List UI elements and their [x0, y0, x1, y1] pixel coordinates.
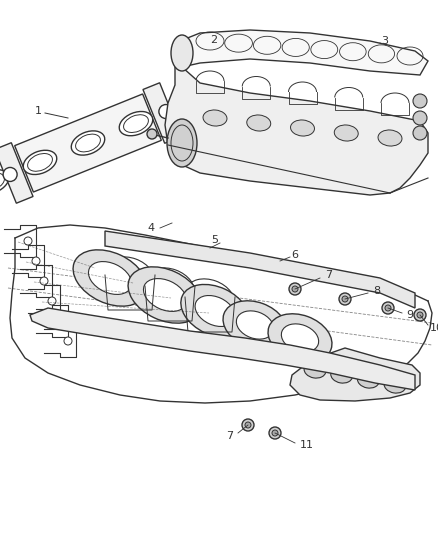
Ellipse shape	[331, 367, 353, 383]
Circle shape	[342, 296, 348, 302]
Text: 5: 5	[212, 235, 219, 245]
Circle shape	[269, 427, 281, 439]
Ellipse shape	[128, 267, 202, 323]
Circle shape	[289, 283, 301, 295]
Ellipse shape	[171, 35, 193, 71]
Ellipse shape	[290, 120, 314, 136]
Text: 2: 2	[210, 35, 218, 45]
Circle shape	[32, 257, 40, 265]
Circle shape	[3, 167, 17, 181]
Ellipse shape	[237, 311, 274, 339]
Circle shape	[242, 419, 254, 431]
Ellipse shape	[195, 295, 235, 327]
Circle shape	[339, 293, 351, 305]
Circle shape	[245, 422, 251, 428]
Ellipse shape	[357, 372, 379, 388]
Text: 6: 6	[292, 250, 299, 260]
Polygon shape	[30, 308, 415, 390]
Circle shape	[413, 111, 427, 125]
Circle shape	[417, 312, 423, 318]
Circle shape	[40, 277, 48, 285]
Circle shape	[147, 129, 157, 139]
Ellipse shape	[181, 285, 249, 337]
Circle shape	[413, 94, 427, 108]
Circle shape	[385, 305, 391, 311]
Text: 7: 7	[325, 270, 332, 280]
Polygon shape	[290, 348, 420, 401]
Polygon shape	[105, 231, 415, 308]
Circle shape	[64, 337, 72, 345]
Text: 8: 8	[373, 286, 380, 296]
Polygon shape	[0, 143, 33, 203]
Polygon shape	[143, 83, 181, 143]
Circle shape	[159, 104, 173, 118]
Text: 1: 1	[35, 106, 42, 116]
Ellipse shape	[23, 150, 57, 174]
Ellipse shape	[0, 169, 9, 194]
Circle shape	[24, 237, 32, 245]
Ellipse shape	[268, 314, 332, 362]
Circle shape	[413, 126, 427, 140]
Circle shape	[292, 286, 298, 292]
Ellipse shape	[247, 115, 271, 131]
Ellipse shape	[73, 250, 147, 306]
Ellipse shape	[223, 301, 287, 349]
Circle shape	[56, 317, 64, 325]
Ellipse shape	[167, 119, 197, 167]
Ellipse shape	[203, 110, 227, 126]
Text: 3: 3	[381, 36, 389, 46]
Ellipse shape	[167, 92, 201, 116]
Polygon shape	[14, 94, 161, 192]
Polygon shape	[165, 43, 428, 195]
Circle shape	[382, 302, 394, 314]
Text: 4: 4	[148, 223, 155, 233]
Ellipse shape	[304, 362, 326, 378]
Circle shape	[48, 297, 56, 305]
Ellipse shape	[144, 279, 187, 311]
Polygon shape	[175, 30, 428, 75]
Ellipse shape	[334, 125, 358, 141]
Circle shape	[272, 430, 278, 436]
Circle shape	[414, 309, 426, 321]
Ellipse shape	[378, 130, 402, 146]
Ellipse shape	[71, 131, 105, 155]
Text: 9: 9	[406, 310, 413, 320]
Circle shape	[268, 46, 276, 54]
Ellipse shape	[119, 111, 153, 136]
Text: 10: 10	[430, 323, 438, 333]
Text: 7: 7	[226, 431, 233, 441]
Ellipse shape	[384, 377, 406, 393]
Text: 11: 11	[300, 440, 314, 450]
Ellipse shape	[281, 324, 319, 352]
Ellipse shape	[88, 262, 131, 294]
